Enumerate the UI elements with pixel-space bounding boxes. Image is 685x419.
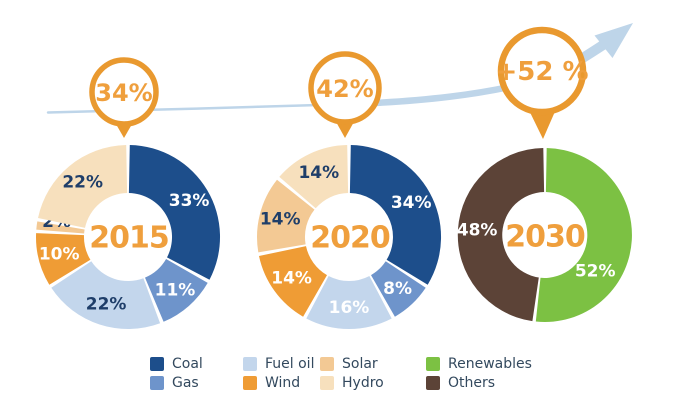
donut-2030-year-label: 2030 (505, 220, 585, 255)
slice-label-coal: 34% (391, 193, 432, 213)
donut-2030: 52% 48% (457, 148, 632, 322)
legend-swatch-gas (150, 376, 164, 390)
slice-label-wind: 10% (39, 245, 80, 265)
legend-swatch-others (426, 376, 440, 390)
slice-coal (128, 145, 221, 280)
slice-label-hydro: 14% (298, 163, 339, 183)
marker-2015: 34% (89, 57, 159, 138)
legend-swatch-hydro (320, 376, 334, 390)
legend-label: Wind (265, 375, 301, 391)
legend-column-4: Renewables Others (426, 357, 532, 390)
slice-label-wind: 14% (271, 269, 312, 289)
legend-label: Others (448, 375, 496, 391)
marker-2030: +52 % (495, 26, 589, 139)
slice-label-coal: 33% (169, 191, 210, 211)
growth-arrow-head-icon (594, 23, 633, 58)
legend-column-3: Solar Hydro (320, 357, 384, 390)
legend-label: Gas (172, 375, 199, 391)
donut-2020: 34% 8% 16% 14% 14% 14% (257, 145, 442, 330)
slice-label-others: 48% (457, 221, 498, 241)
legend-swatch-coal (150, 357, 164, 371)
slice-gas (145, 259, 208, 322)
slice-label-hydro: 22% (62, 172, 103, 192)
legend-label: Solar (342, 356, 378, 372)
slice-label-renewables: 52% (575, 261, 616, 281)
legend-swatch-renewables (426, 357, 440, 371)
legend-label: Coal (172, 356, 203, 372)
marker-2020: 42% (308, 51, 382, 138)
donut-2020-year-label: 2020 (310, 221, 390, 256)
marker-2020-label: 42% (316, 75, 373, 103)
marker-2015-label: 34% (95, 79, 152, 107)
legend: Coal Gas Fuel oil Wind Solar (0, 357, 685, 407)
slice-wind (259, 246, 327, 317)
slice-fuel-oil (306, 276, 392, 330)
slice-solar (257, 179, 315, 253)
slice-label-fuel-oil: 22% (86, 295, 127, 315)
legend-swatch-wind (243, 376, 257, 390)
legend-item-wind: Wind (243, 376, 314, 390)
legend-column-1: Coal Gas (150, 357, 203, 390)
marker-2030-label: +52 % (495, 57, 588, 87)
slice-hydro (38, 145, 128, 228)
legend-item-gas: Gas (150, 376, 203, 390)
slice-coal (349, 145, 442, 285)
slice-label-gas: 8% (383, 279, 412, 299)
legend-column-2: Fuel oil Wind (243, 357, 314, 390)
slice-label-fuel-oil: 16% (329, 298, 370, 318)
donut-2015: 33%11%22%10%2%22% (36, 145, 221, 329)
pin-circle (308, 51, 382, 125)
legend-item-fuel-oil: Fuel oil (243, 357, 314, 371)
legend-label: Hydro (342, 375, 384, 391)
legend-item-coal: Coal (150, 357, 203, 371)
slice-hydro (279, 145, 349, 209)
pin-circle (497, 26, 587, 116)
legend-item-others: Others (426, 376, 532, 390)
legend-swatch-solar (320, 357, 334, 371)
legend-label: Fuel oil (265, 356, 315, 372)
legend-label: Renewables (448, 356, 532, 372)
slice-wind (36, 233, 91, 285)
slice-renewables (535, 148, 632, 322)
legend-item-hydro: Hydro (320, 376, 384, 390)
slice-gas (371, 261, 426, 317)
slice-fuel-oil (51, 261, 161, 329)
growth-arrow-shaft-thin (46, 103, 338, 114)
slice-others (457, 148, 545, 322)
slice-label-solar: 14% (260, 209, 301, 229)
pin-circle (89, 57, 159, 127)
legend-item-solar: Solar (320, 357, 384, 371)
slice-solar (36, 221, 85, 234)
slice-label-gas: 11% (155, 280, 196, 300)
legend-swatch-fuel-oil (243, 357, 257, 371)
legend-item-renewables: Renewables (426, 357, 532, 371)
donut-2015-year-label: 2015 (89, 221, 169, 256)
